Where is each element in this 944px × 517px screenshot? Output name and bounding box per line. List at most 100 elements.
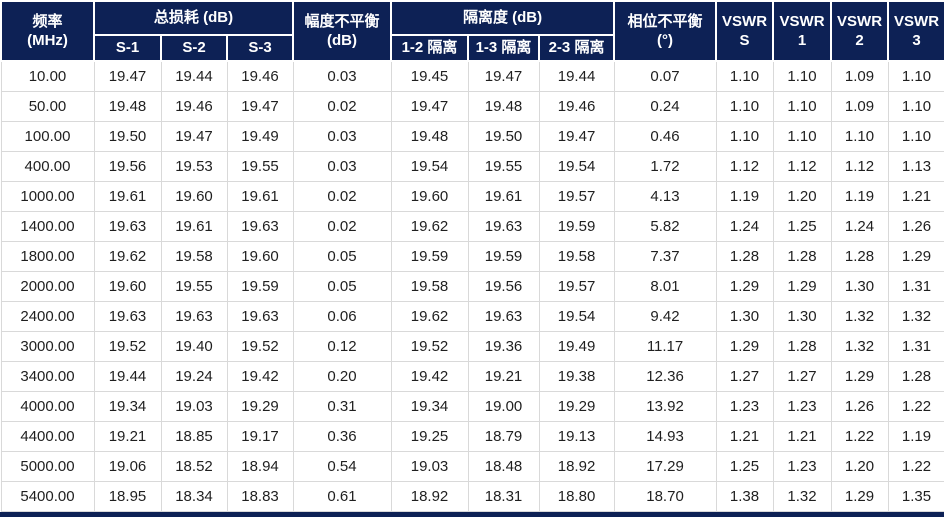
cell-vswr-3: 1.22 xyxy=(887,391,944,422)
cell-vswr-1: 1.25 xyxy=(772,211,832,242)
cell-vswr-3: 1.31 xyxy=(887,331,944,362)
cell-vswr-s: 1.25 xyxy=(715,451,774,482)
cell-s1-loss: 18.95 xyxy=(93,481,162,512)
cell-frequency: 2400.00 xyxy=(0,301,95,332)
cell-vswr-3: 1.21 xyxy=(887,181,944,212)
cell-vswr-1: 1.21 xyxy=(772,421,832,452)
cell-s2-loss: 19.63 xyxy=(160,301,228,332)
cell-phase-imbalance: 8.01 xyxy=(613,271,717,302)
cell-s3-loss: 19.63 xyxy=(226,211,294,242)
col-header-amplitude-imbalance: 幅度不平衡 (dB) xyxy=(292,0,393,62)
cell-s2-loss: 19.47 xyxy=(160,121,228,152)
cell-iso-2-3: 19.54 xyxy=(538,151,615,182)
table-body: 10.00 19.47 19.44 19.46 0.03 19.45 19.47 19.44 0… xyxy=(0,60,944,512)
cell-iso-1-3: 19.47 xyxy=(467,60,540,92)
cell-vswr-s: 1.12 xyxy=(715,151,774,182)
col-header-vswr-s: VSWR S xyxy=(715,0,775,62)
cell-vswr-2: 1.09 xyxy=(830,60,889,92)
table-row: 3400.00 19.44 19.24 19.42 0.20 19.42 19.21 19.3… xyxy=(0,361,944,392)
cell-vswr-s: 1.28 xyxy=(715,241,774,272)
cell-frequency: 2000.00 xyxy=(0,271,95,302)
cell-vswr-s: 1.38 xyxy=(715,481,774,512)
cell-iso-1-2: 19.25 xyxy=(390,421,469,452)
table-row: 400.00 19.56 19.53 19.55 0.03 19.54 19.55 19.54… xyxy=(0,151,944,182)
cell-iso-1-3: 19.56 xyxy=(467,271,540,302)
cell-s1-loss: 19.06 xyxy=(93,451,162,482)
cell-s3-loss: 19.17 xyxy=(226,421,294,452)
table-row: 10.00 19.47 19.44 19.46 0.03 19.45 19.47 19.44 0… xyxy=(0,60,944,92)
cell-iso-2-3: 19.47 xyxy=(538,121,615,152)
cell-iso-2-3: 19.29 xyxy=(538,391,615,422)
cell-s1-loss: 19.44 xyxy=(93,361,162,392)
cell-iso-1-3: 19.48 xyxy=(467,91,540,122)
cell-frequency: 4000.00 xyxy=(0,391,95,422)
cell-s3-loss: 19.42 xyxy=(226,361,294,392)
cell-s1-loss: 19.21 xyxy=(93,421,162,452)
cell-iso-1-2: 19.34 xyxy=(390,391,469,422)
cell-frequency: 5000.00 xyxy=(0,451,95,482)
cell-vswr-2: 1.28 xyxy=(830,241,889,272)
cell-vswr-2: 1.32 xyxy=(830,301,889,332)
col-header-s1: S-1 xyxy=(93,34,162,62)
cell-vswr-2: 1.09 xyxy=(830,91,889,122)
cell-iso-1-3: 18.48 xyxy=(467,451,540,482)
cell-iso-1-3: 19.50 xyxy=(467,121,540,152)
cell-iso-1-3: 18.79 xyxy=(467,421,540,452)
cell-phase-imbalance: 9.42 xyxy=(613,301,717,332)
cell-vswr-s: 1.27 xyxy=(715,361,774,392)
cell-s1-loss: 19.60 xyxy=(93,271,162,302)
table-row: 4000.00 19.34 19.03 19.29 0.31 19.34 19.00 19.2… xyxy=(0,391,944,422)
cell-frequency: 3400.00 xyxy=(0,361,95,392)
cell-amplitude-imbalance: 0.54 xyxy=(292,451,392,482)
cell-vswr-1: 1.10 xyxy=(772,91,832,122)
cell-vswr-2: 1.32 xyxy=(830,331,889,362)
table-row: 5400.00 18.95 18.34 18.83 0.61 18.92 18.31 18.8… xyxy=(0,481,944,512)
cell-amplitude-imbalance: 0.12 xyxy=(292,331,392,362)
cell-s2-loss: 18.52 xyxy=(160,451,228,482)
cell-s2-loss: 18.34 xyxy=(160,481,228,512)
cell-frequency: 50.00 xyxy=(0,91,95,122)
cell-vswr-s: 1.10 xyxy=(715,121,774,152)
cell-amplitude-imbalance: 0.03 xyxy=(292,60,392,92)
cell-iso-1-3: 19.36 xyxy=(467,331,540,362)
cell-vswr-2: 1.29 xyxy=(830,481,889,512)
cell-iso-2-3: 19.46 xyxy=(538,91,615,122)
cell-iso-2-3: 19.59 xyxy=(538,211,615,242)
cell-s3-loss: 19.61 xyxy=(226,181,294,212)
cell-s1-loss: 19.34 xyxy=(93,391,162,422)
cell-iso-1-2: 19.58 xyxy=(390,271,469,302)
cell-frequency: 4400.00 xyxy=(0,421,95,452)
cell-s3-loss: 18.94 xyxy=(226,451,294,482)
col-header-vswr-2: VSWR 2 xyxy=(830,0,890,62)
cell-s3-loss: 19.59 xyxy=(226,271,294,302)
cell-vswr-2: 1.10 xyxy=(830,121,889,152)
cell-iso-1-3: 19.21 xyxy=(467,361,540,392)
cell-iso-1-2: 18.92 xyxy=(390,481,469,512)
cell-s1-loss: 19.62 xyxy=(93,241,162,272)
col-group-isolation: 隔离度 (dB) xyxy=(390,0,616,36)
cell-s2-loss: 19.24 xyxy=(160,361,228,392)
cell-vswr-3: 1.29 xyxy=(887,241,944,272)
cell-vswr-3: 1.10 xyxy=(887,91,944,122)
cell-phase-imbalance: 0.24 xyxy=(613,91,717,122)
table-row: 4400.00 19.21 18.85 19.17 0.36 19.25 18.79 19.1… xyxy=(0,421,944,452)
cell-vswr-1: 1.20 xyxy=(772,181,832,212)
table-row: 2400.00 19.63 19.63 19.63 0.06 19.62 19.63 19.5… xyxy=(0,301,944,332)
cell-iso-1-2: 19.42 xyxy=(390,361,469,392)
cell-frequency: 10.00 xyxy=(0,60,95,92)
col-header-iso-2-3: 2-3 隔离 xyxy=(538,34,616,62)
cell-iso-2-3: 19.49 xyxy=(538,331,615,362)
cell-s3-loss: 19.46 xyxy=(226,60,294,92)
cell-s2-loss: 19.44 xyxy=(160,60,228,92)
cell-iso-1-3: 19.59 xyxy=(467,241,540,272)
cell-iso-1-2: 19.62 xyxy=(390,301,469,332)
cell-amplitude-imbalance: 0.20 xyxy=(292,361,392,392)
cell-frequency: 1000.00 xyxy=(0,181,95,212)
cell-iso-2-3: 19.44 xyxy=(538,60,615,92)
cell-iso-1-2: 19.54 xyxy=(390,151,469,182)
table-row: 1000.00 19.61 19.60 19.61 0.02 19.60 19.61 19.5… xyxy=(0,181,944,212)
cell-vswr-1: 1.30 xyxy=(772,301,832,332)
cell-iso-1-3: 18.31 xyxy=(467,481,540,512)
cell-amplitude-imbalance: 0.03 xyxy=(292,151,392,182)
